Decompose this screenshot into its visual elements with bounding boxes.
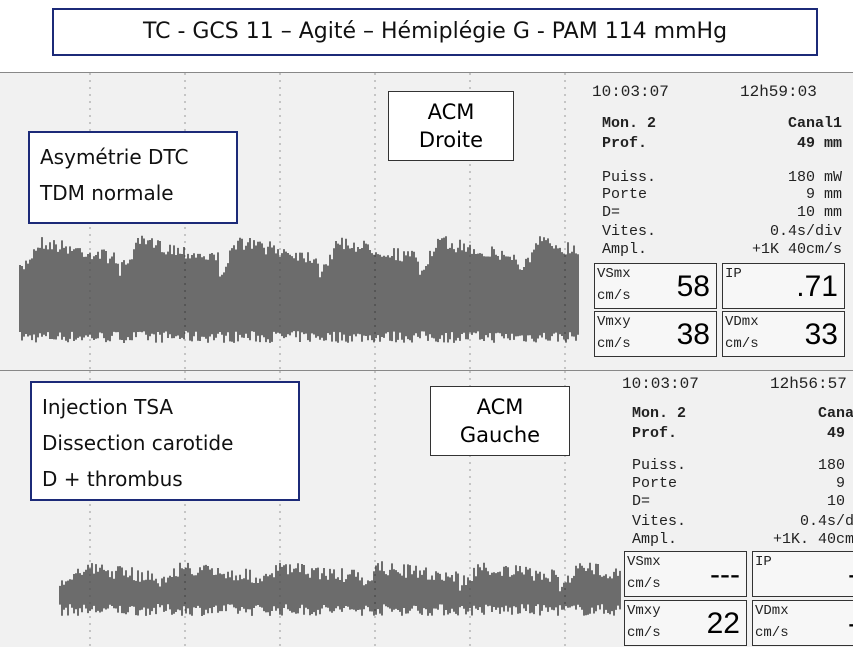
param-label: Puiss. <box>602 169 656 186</box>
measure-unit: cm/s <box>755 625 789 641</box>
param-value: 0.4s/div <box>652 223 842 240</box>
param-value: 9 mm <box>652 186 842 203</box>
param-label: Vites. <box>632 513 686 530</box>
measure-unit: cm/s <box>627 576 661 592</box>
note-line: Asymétrie DTC <box>40 139 226 175</box>
measure-box: VSmx cm/s 58 <box>594 263 717 309</box>
measure-box: VDmx cm/s -- <box>752 600 853 646</box>
measure-label: VSmx <box>627 554 661 570</box>
note-line: Injection TSA <box>42 389 288 425</box>
param-label: Prof. <box>632 425 677 442</box>
param-label: Porte <box>602 186 647 203</box>
measure-label: VDmx <box>725 314 759 330</box>
param-label: Ampl. <box>632 531 677 548</box>
slide: TC - GCS 11 – Agité – Hémiplégie G - PAM… <box>0 0 853 647</box>
measure-value: .71 <box>796 270 838 304</box>
param-value: 10 mm <box>652 204 842 221</box>
measure-label: IP <box>725 266 742 282</box>
note-line: D + thrombus <box>42 461 288 497</box>
measure-label: VDmx <box>755 603 789 619</box>
param-value: 10 mm <box>682 493 853 510</box>
note-line: Dissection carotide <box>42 425 288 461</box>
param-value: 9 mm <box>682 475 853 492</box>
param-value: Canal1 <box>652 115 842 132</box>
param-label: Prof. <box>602 135 647 152</box>
measure-unit: cm/s <box>597 336 631 352</box>
time: 10:03:07 <box>622 375 699 393</box>
measure-value: 22 <box>707 607 740 641</box>
measure-label: Vmxy <box>627 603 661 619</box>
time: 10:03:07 <box>592 83 669 101</box>
waveform <box>20 236 578 343</box>
slide-title: TC - GCS 11 – Agité – Hémiplégie G - PAM… <box>52 8 818 56</box>
vessel-line: ACM <box>431 393 569 421</box>
param-label: D= <box>632 493 650 510</box>
measure-unit: cm/s <box>725 336 759 352</box>
param-value: 49 mm <box>682 425 853 442</box>
param-label: Ampl. <box>602 241 647 258</box>
param-value: Canal1 <box>682 405 853 422</box>
param-value: 0.4s/div <box>682 513 853 530</box>
measure-value: -- <box>848 607 853 641</box>
measure-value: 58 <box>677 270 710 304</box>
measure-label: Vmxy <box>597 314 631 330</box>
param-label: Mon. 2 <box>632 405 686 422</box>
param-value: +1K 40cm/s <box>652 241 842 258</box>
measure-label: IP <box>755 554 772 570</box>
measure-value: 38 <box>677 318 710 352</box>
measure-box: IP .71 <box>722 263 845 309</box>
measure-box: Vmxy cm/s 38 <box>594 311 717 357</box>
measure-value: --- <box>710 558 740 592</box>
note-line: TDM normale <box>40 175 226 211</box>
param-label: Mon. 2 <box>602 115 656 132</box>
param-value: +1K. 40cm/s <box>682 531 853 548</box>
param-value: 49 mm <box>652 135 842 152</box>
waveform <box>60 561 620 616</box>
measure-box: IP -- <box>752 551 853 597</box>
measure-box: VDmx cm/s 33 <box>722 311 845 357</box>
param-value: 180 mW <box>652 169 842 186</box>
clock: 12h59:03 <box>740 83 817 101</box>
measure-label: VSmx <box>597 266 631 282</box>
measure-box: Vmxy cm/s 22 <box>624 600 747 646</box>
param-label: D= <box>602 204 620 221</box>
measure-unit: cm/s <box>597 288 631 304</box>
param-label: Vites. <box>602 223 656 240</box>
measure-value: 33 <box>805 318 838 352</box>
measure-unit: cm/s <box>627 625 661 641</box>
param-label: Porte <box>632 475 677 492</box>
measure-box: VSmx cm/s --- <box>624 551 747 597</box>
param-label: Puiss. <box>632 457 686 474</box>
param-value: 180 mW <box>682 457 853 474</box>
vessel-line: ACM <box>389 98 513 126</box>
vessel-line: Droite <box>389 126 513 154</box>
measure-value: -- <box>848 558 853 592</box>
vessel-line: Gauche <box>431 421 569 449</box>
clock: 12h56:57 <box>770 375 847 393</box>
